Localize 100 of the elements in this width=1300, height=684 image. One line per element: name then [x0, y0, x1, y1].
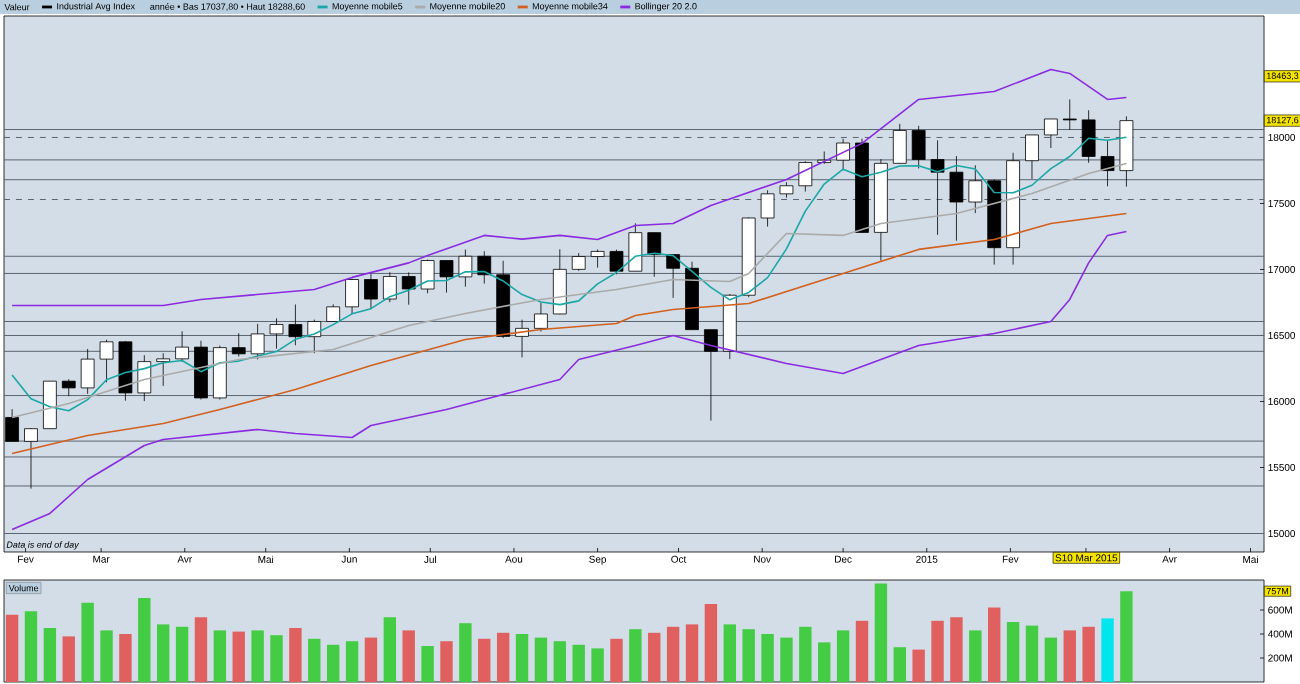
bar [326, 644, 340, 682]
candlestick [99, 339, 114, 383]
bar [610, 638, 623, 682]
candlestick [760, 189, 775, 227]
candlestick [949, 155, 964, 242]
bar [1063, 630, 1076, 682]
candlestick [458, 249, 473, 288]
candlestick [156, 352, 171, 387]
bar [761, 634, 774, 682]
candlestick [345, 278, 359, 315]
bar [308, 638, 321, 682]
bar [345, 641, 359, 682]
candlestick [382, 271, 397, 303]
bar [742, 629, 755, 682]
candlestick [24, 427, 38, 490]
bar [270, 635, 283, 682]
bar [100, 630, 113, 682]
candlestick [798, 160, 813, 192]
candlestick [892, 123, 907, 164]
line-series [11, 230, 1128, 531]
candlestick [175, 330, 189, 363]
bar [648, 632, 661, 682]
candlestick [930, 139, 945, 236]
candlestick [439, 260, 454, 293]
candlestick [269, 317, 284, 350]
candlestick [534, 302, 548, 332]
bar [402, 630, 415, 682]
bar [478, 638, 491, 682]
bar [383, 617, 397, 682]
bar [685, 624, 699, 682]
bar [1101, 618, 1114, 682]
bar [1044, 637, 1058, 682]
bar [704, 604, 718, 682]
bar [818, 642, 831, 682]
bar [364, 637, 378, 682]
bar [969, 630, 982, 682]
candlestick [911, 125, 926, 169]
bar [119, 634, 132, 682]
bar [515, 634, 529, 682]
candlestick [420, 259, 435, 294]
bar [62, 636, 75, 682]
candlestick [288, 304, 303, 346]
bar [836, 630, 850, 682]
bar [780, 637, 793, 682]
bar [591, 648, 604, 682]
bar [5, 614, 19, 682]
bar [534, 637, 548, 682]
bar [1120, 591, 1133, 682]
bar [1082, 626, 1095, 682]
bar [440, 641, 453, 682]
candlestick [609, 249, 624, 275]
bar [496, 632, 510, 682]
candlestick [1062, 99, 1077, 131]
bar [855, 620, 869, 682]
candlestick [1081, 109, 1096, 164]
bar [629, 629, 642, 682]
candlestick [968, 164, 983, 214]
candlestick [647, 232, 662, 278]
bar [1006, 622, 1020, 682]
candlestick [552, 248, 567, 315]
bar [912, 649, 925, 682]
bar [459, 623, 472, 682]
bar [723, 624, 736, 682]
candlestick [364, 273, 378, 310]
bar [24, 611, 38, 682]
bar [874, 583, 888, 682]
bar [138, 598, 151, 682]
candlestick [590, 249, 605, 269]
bar [251, 630, 264, 682]
bar [553, 641, 567, 682]
candlestick [231, 332, 246, 358]
bar [194, 617, 208, 682]
bar [232, 631, 245, 682]
candlestick [250, 323, 265, 360]
bar [799, 626, 812, 682]
candlestick [1025, 134, 1039, 180]
bar [289, 628, 302, 682]
candlestick [401, 271, 416, 306]
bar [43, 628, 57, 682]
line-series [11, 212, 1128, 455]
candlestick [1043, 118, 1058, 149]
candlestick [628, 222, 643, 272]
candlestick [1100, 140, 1115, 187]
candlestick [307, 319, 322, 354]
bar [988, 607, 1001, 682]
bar [950, 617, 963, 682]
bar [666, 626, 680, 682]
candlestick [704, 329, 718, 422]
bar [213, 630, 227, 682]
candlestick [42, 380, 57, 430]
bar [931, 620, 944, 682]
bar [81, 602, 94, 682]
bar [893, 647, 906, 682]
candlestick [477, 250, 492, 284]
bar [1025, 625, 1039, 682]
bar [421, 646, 434, 682]
bar [156, 624, 170, 682]
candlestick [80, 348, 95, 395]
bar [572, 644, 585, 682]
bar [175, 626, 189, 682]
